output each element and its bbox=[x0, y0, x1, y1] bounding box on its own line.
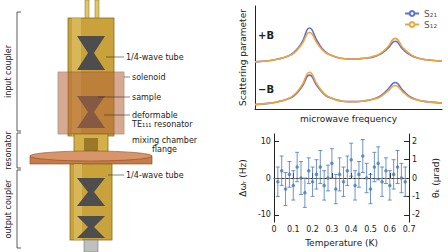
svg-text:0.1: 0.1 bbox=[287, 225, 300, 234]
svg-text:input coupler: input coupler bbox=[4, 44, 13, 98]
svg-text:0: 0 bbox=[266, 174, 271, 183]
svg-text:microwave frequency: microwave frequency bbox=[300, 114, 398, 124]
svg-text:0: 0 bbox=[271, 225, 276, 234]
svg-text:Temperature (K): Temperature (K) bbox=[304, 238, 378, 248]
svg-text:-10: -10 bbox=[258, 210, 271, 219]
svg-text:resonator: resonator bbox=[4, 131, 13, 170]
svg-text:10: 10 bbox=[261, 137, 271, 146]
svg-text:S₂₁: S₂₁ bbox=[424, 9, 437, 19]
svg-text:0.4: 0.4 bbox=[345, 225, 358, 234]
svg-text:0.5: 0.5 bbox=[364, 225, 377, 234]
svg-text:1/4-wave tube: 1/4-wave tube bbox=[126, 53, 184, 62]
svg-text:0.6: 0.6 bbox=[383, 225, 396, 234]
svg-text:sample: sample bbox=[132, 93, 161, 102]
svg-text:0.3: 0.3 bbox=[326, 225, 339, 234]
svg-text:1: 1 bbox=[412, 155, 417, 164]
svg-text:−B: −B bbox=[258, 84, 274, 95]
svg-text:S₁₂: S₁₂ bbox=[424, 20, 437, 30]
svg-text:Scattering parameter: Scattering parameter bbox=[238, 9, 248, 106]
svg-text:solenoid: solenoid bbox=[132, 73, 165, 82]
svg-text:0.7: 0.7 bbox=[403, 225, 416, 234]
svg-text:θₖ (μrad): θₖ (μrad) bbox=[431, 158, 441, 198]
svg-text:TE₁₁₁ resonator: TE₁₁₁ resonator bbox=[131, 120, 193, 129]
svg-text:0.2: 0.2 bbox=[306, 225, 319, 234]
svg-text:deformable: deformable bbox=[132, 111, 178, 120]
svg-text:-1: -1 bbox=[412, 192, 420, 201]
svg-text:Δωᵣ (Hz): Δωᵣ (Hz) bbox=[238, 159, 248, 196]
svg-text:-2: -2 bbox=[412, 210, 420, 219]
svg-text:2: 2 bbox=[412, 137, 417, 146]
svg-text:+B: +B bbox=[258, 30, 274, 41]
svg-text:mixing chamber: mixing chamber bbox=[132, 136, 198, 145]
svg-text:flange: flange bbox=[152, 145, 177, 154]
svg-text:output coupler: output coupler bbox=[4, 179, 13, 239]
svg-text:1/4-wave tube: 1/4-wave tube bbox=[126, 171, 184, 180]
svg-text:0: 0 bbox=[412, 174, 417, 183]
